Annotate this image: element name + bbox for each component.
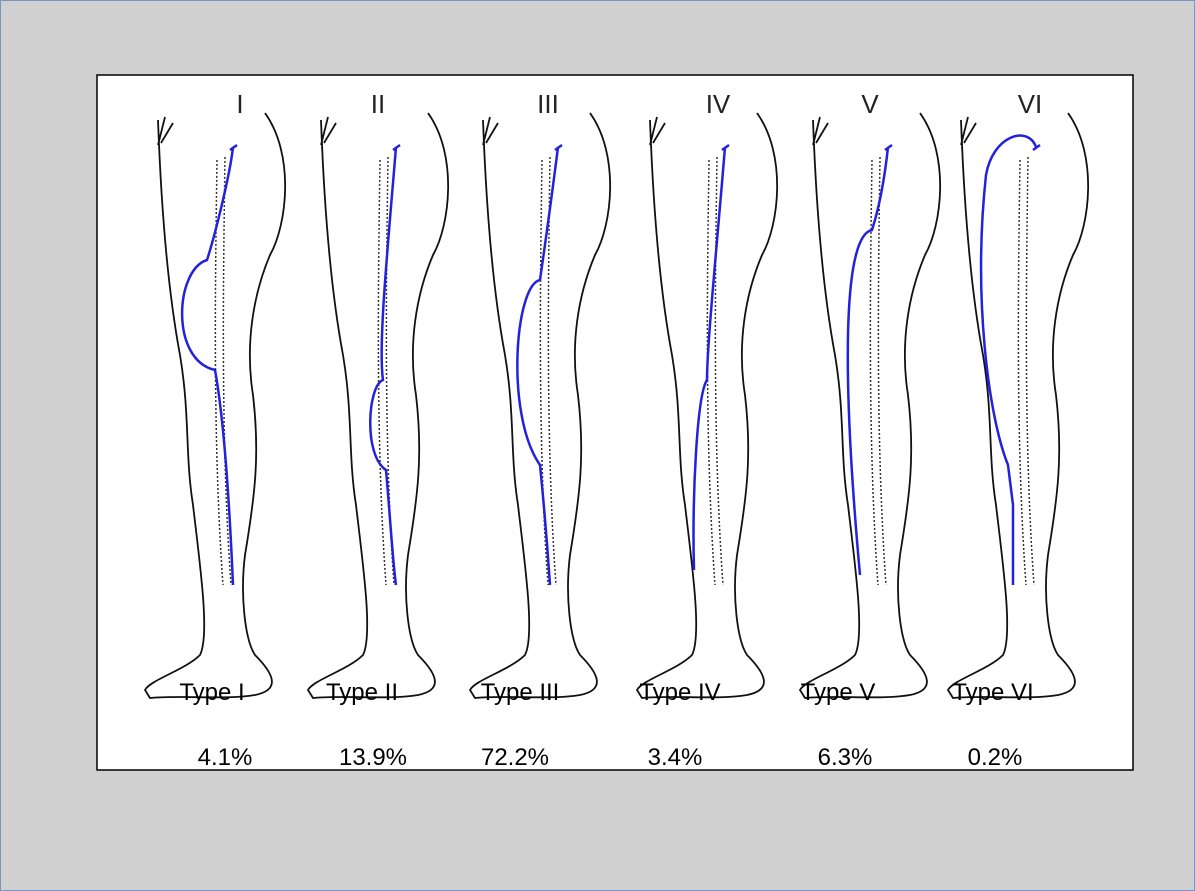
hip-mark xyxy=(812,116,829,146)
saphenous-vein xyxy=(180,143,238,586)
leg xyxy=(635,112,779,699)
leg xyxy=(798,112,942,699)
type-label: Type II xyxy=(326,679,398,706)
type-label: Type IV xyxy=(639,679,720,706)
figure-panel xyxy=(96,74,1134,771)
saphenous-vein xyxy=(979,134,1041,585)
leg xyxy=(946,112,1090,699)
hip-mark xyxy=(320,116,337,146)
type-percent: 0.2% xyxy=(968,744,1023,771)
leg-outline xyxy=(143,112,287,699)
deep-vein xyxy=(385,156,395,586)
leg xyxy=(306,112,450,699)
type-numeral: VI xyxy=(1018,89,1043,119)
leg-outline xyxy=(468,112,612,699)
type-numeral: IV xyxy=(706,89,731,119)
deep-vein xyxy=(1025,156,1035,586)
leg xyxy=(143,112,287,699)
saphenous-vein xyxy=(692,143,730,571)
type-numeral: I xyxy=(236,89,243,119)
deep-vein xyxy=(222,156,232,586)
leg xyxy=(468,112,612,699)
hip-mark xyxy=(649,116,666,146)
leg-outline xyxy=(798,112,942,699)
type-label: Type III xyxy=(481,679,560,706)
type-percent: 4.1% xyxy=(198,744,253,771)
type-percent: 6.3% xyxy=(818,744,873,771)
type-numeral: III xyxy=(537,89,559,119)
deep-vein xyxy=(877,156,887,586)
leg-outline xyxy=(635,112,779,699)
type-numeral: V xyxy=(861,89,879,119)
saphenous-vein xyxy=(369,143,401,586)
hip-mark xyxy=(482,116,499,146)
hip-mark xyxy=(960,116,977,146)
type-label: Type I xyxy=(179,679,244,706)
type-percent: 13.9% xyxy=(339,744,407,771)
type-percent: 3.4% xyxy=(648,744,703,771)
type-percent: 72.2% xyxy=(481,744,549,771)
leg-outline xyxy=(946,112,1090,699)
type-label: Type V xyxy=(801,679,876,706)
type-numeral: II xyxy=(371,89,385,119)
type-label: Type VI xyxy=(952,679,1033,706)
deep-vein xyxy=(714,156,724,586)
leg-outline xyxy=(306,112,450,699)
legs xyxy=(143,112,1090,699)
saphenous-vein xyxy=(516,143,563,586)
hip-mark xyxy=(157,116,174,146)
saphenous-vein xyxy=(846,143,893,576)
